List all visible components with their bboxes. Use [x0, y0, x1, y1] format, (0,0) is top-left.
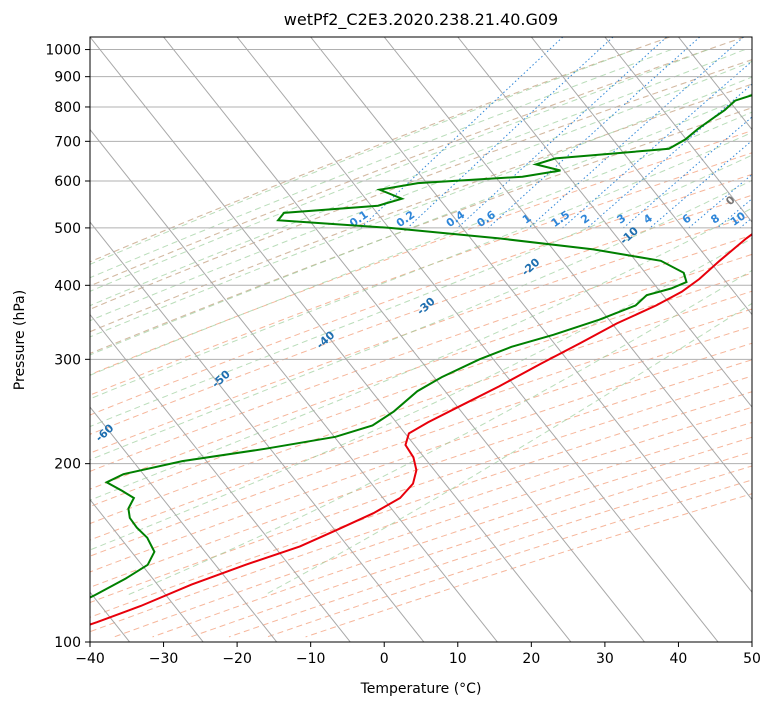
isotherm-line [90, 406, 278, 642]
y-axis-ticks: 100 200 300 400 500 600 700 800 900 1000 [45, 43, 90, 651]
isotherm-line [90, 37, 572, 642]
dry-adiabat [90, 375, 752, 604]
dry-adiabat [90, 272, 752, 508]
isotherm-line [90, 313, 351, 642]
dry-adiabat [90, 342, 752, 573]
chart-title: wetPf2_C2E3.2020.238.21.40.G09 [284, 10, 558, 30]
mixing-ratio-line [487, 37, 701, 229]
y-tick-label: 600 [54, 174, 81, 190]
y-tick-label: 100 [54, 635, 81, 651]
isotherm-line [530, 37, 752, 316]
isotherm-line [90, 128, 498, 642]
dry-adiabats [90, 37, 752, 638]
x-tick-label: 50 [743, 651, 761, 667]
mixing-ratio-lines [360, 37, 752, 229]
y-tick-label: 200 [54, 457, 81, 473]
x-tick-label: 10 [449, 651, 467, 667]
x-tick-label: 20 [522, 651, 540, 667]
dry-adiabat [90, 130, 752, 376]
dry-adiabat [90, 173, 752, 416]
x-axis-ticks: −40 −30 −20 −10 0 10 20 30 40 50 [75, 642, 761, 667]
plot-frame [89, 36, 753, 643]
isotherm-line [236, 37, 719, 642]
y-axis-label: Pressure (hPa) [12, 290, 28, 390]
isotherm-line [383, 37, 752, 501]
moist-adiabat [90, 207, 752, 501]
dry-adiabat [90, 37, 670, 263]
mixing-ratio-line [586, 83, 752, 229]
isotherm-line [163, 37, 645, 642]
dewpoint-line [90, 94, 752, 599]
moist-adiabats [90, 49, 752, 596]
moist-adiabat [127, 269, 752, 596]
mixing-ratio-line [457, 37, 667, 229]
moist-adiabat [90, 60, 752, 322]
y-tick-label: 400 [54, 278, 81, 294]
mixing-ratio-line [407, 37, 614, 229]
y-tick-label: 300 [54, 352, 81, 368]
moist-adiabat [90, 49, 635, 265]
dry-adiabat [90, 325, 752, 557]
isotherm-line [604, 37, 752, 223]
x-tick-label: 30 [596, 651, 614, 667]
x-tick-label: 0 [380, 651, 389, 667]
pressure-gridlines [90, 49, 752, 642]
y-tick-label: 800 [54, 100, 81, 116]
x-tick-label: 40 [670, 651, 688, 667]
moist-adiabat [90, 49, 672, 279]
moist-adiabat [90, 49, 709, 292]
mixing-ratio-line [649, 139, 752, 229]
moist-adiabat [90, 111, 752, 376]
isotherm-line [457, 37, 752, 408]
moist-adiabat [90, 154, 752, 428]
y-tick-label: 900 [54, 70, 81, 86]
x-tick-label: −40 [75, 651, 105, 667]
x-tick-label: −10 [296, 651, 326, 667]
dry-adiabat [90, 83, 752, 333]
moist-adiabat [264, 302, 752, 596]
isotherm-line [90, 221, 425, 642]
moist-adiabat [90, 237, 752, 551]
isotherm-line [310, 37, 752, 593]
moist-adiabat [90, 179, 752, 461]
isotherm-line [90, 498, 204, 642]
isotherms [90, 37, 752, 642]
y-tick-label: 1000 [45, 43, 81, 59]
dry-adiabat [90, 214, 752, 454]
y-tick-label: 700 [54, 134, 81, 150]
y-tick-label: 500 [54, 221, 81, 237]
x-tick-label: −30 [149, 651, 179, 667]
x-axis-label: Temperature (°C) [360, 681, 482, 697]
dry-adiabat [90, 107, 752, 355]
x-tick-label: −20 [222, 651, 252, 667]
temperature-line [90, 232, 752, 626]
dry-adiabat [90, 290, 752, 525]
moist-adiabat [90, 131, 752, 400]
dry-adiabat [90, 152, 752, 396]
dry-adiabat [90, 234, 752, 472]
moist-adiabat [90, 49, 746, 307]
